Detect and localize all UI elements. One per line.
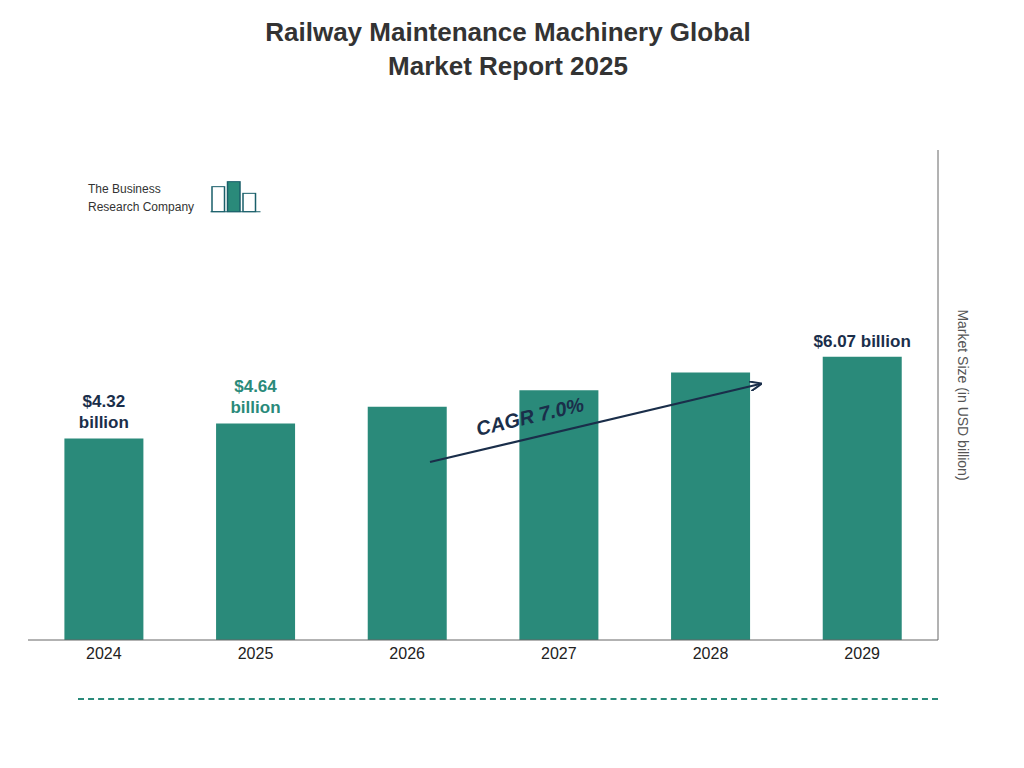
svg-text:$4.64billion: $4.64billion	[230, 377, 280, 417]
svg-text:2027: 2027	[541, 645, 577, 662]
svg-text:$4.32billion: $4.32billion	[79, 392, 129, 432]
svg-text:2024: 2024	[86, 645, 122, 662]
html-text:Railway Maintenance Machinery: Railway Maintenance Machinery Global Mar…	[265, 17, 751, 81]
svg-text:2029: 2029	[844, 645, 880, 662]
svg-text:2026: 2026	[389, 645, 425, 662]
svg-text:$6.07 billion: $6.07 billion	[814, 331, 911, 350]
svg-text:CAGR 7.0%: CAGR 7.0%	[474, 393, 586, 440]
svg-text:2028: 2028	[693, 645, 729, 662]
svg-text:2025: 2025	[238, 645, 274, 662]
svg-text:Market Size (in USD billion): Market Size (in USD billion)	[955, 309, 971, 480]
html-text:The Business Research Company: The Business Research Company	[88, 181, 195, 214]
